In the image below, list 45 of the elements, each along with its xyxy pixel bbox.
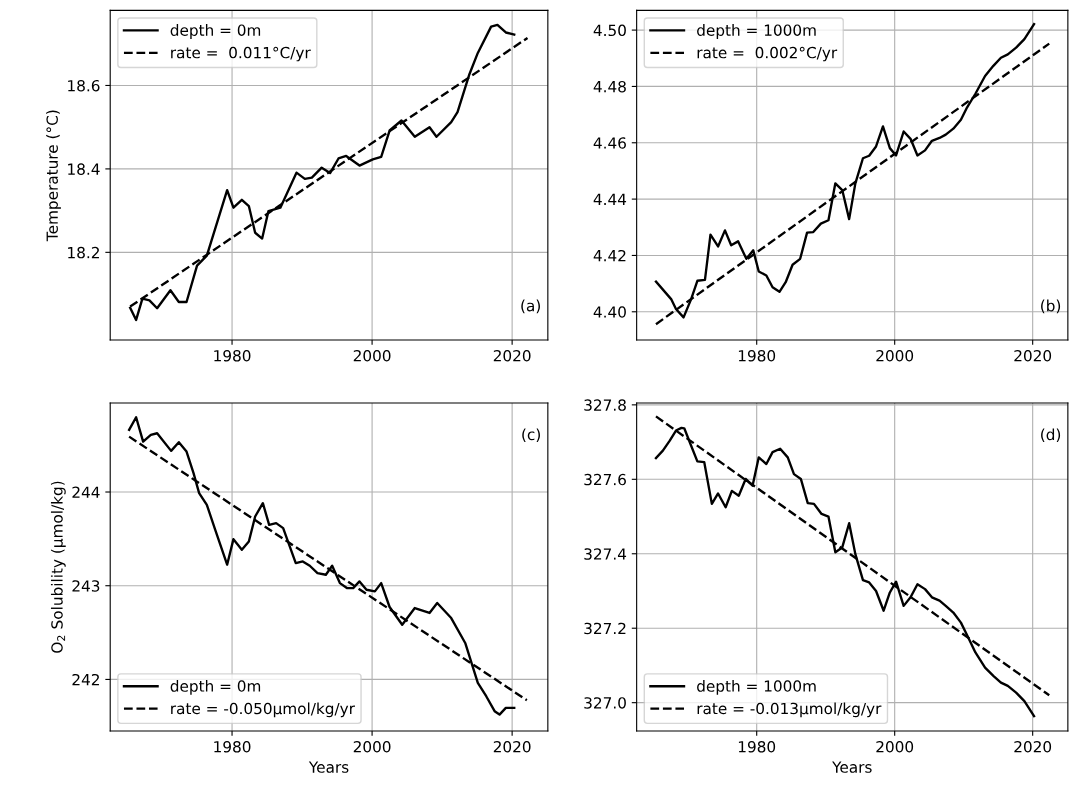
y-tick-label: 4.48 — [593, 80, 626, 93]
annotation: (b) — [1041, 299, 1061, 314]
legend-label: rate = 0.002°C/yr — [697, 46, 838, 62]
y-tick-label: 327.6 — [584, 473, 626, 486]
x-tick-label: 1980 — [214, 349, 251, 362]
x-tick-label: 2000 — [353, 349, 391, 362]
legend-label: rate = -0.050μmol/kg/yr — [171, 702, 355, 718]
x-tick-label: 2020 — [493, 740, 531, 753]
annotation: (d) — [1041, 428, 1061, 443]
y-tick-label: 4.50 — [593, 24, 626, 37]
x-axis-title: Years — [832, 761, 872, 773]
y-tick-label: 243 — [72, 580, 100, 592]
legend-label: rate = -0.013μmol/kg/yr — [697, 702, 882, 718]
legend-label: depth = 1000m — [697, 24, 816, 39]
y-tick-label: 4.42 — [593, 249, 626, 262]
y-tick-label: 327.8 — [584, 399, 626, 411]
x-axis-title: Years — [308, 761, 349, 773]
x-tick-label: 2000 — [876, 349, 914, 362]
legend-label: depth = 1000m — [697, 680, 816, 695]
y-tick-label: 4.40 — [593, 306, 626, 318]
annotation: (a) — [521, 299, 540, 314]
legend-label: rate = 0.011°C/yr — [171, 46, 311, 62]
y-tick-label: 242 — [72, 673, 99, 686]
y-axis-title: Temperature (°C) — [46, 110, 61, 242]
y-tick-label: 4.44 — [593, 193, 627, 205]
y-tick-label: 244 — [72, 486, 100, 498]
x-tick-label: 1980 — [738, 349, 776, 362]
y-tick-label: 18.4 — [68, 163, 100, 175]
y-tick-label: 18.2 — [68, 246, 99, 259]
x-tick-label: 2020 — [1014, 740, 1052, 753]
legend-label: depth = 0m — [170, 680, 261, 695]
y-tick-label: 327.2 — [584, 622, 626, 635]
y-tick-label: 327.4 — [584, 548, 627, 560]
x-tick-label: 2000 — [353, 740, 391, 753]
x-tick-label: 2000 — [876, 740, 914, 753]
x-tick-label: 2020 — [1014, 349, 1052, 362]
x-tick-label: 1980 — [738, 740, 776, 753]
y-axis-title: O$_{2}$ Solubility (μmol/kg) — [50, 481, 66, 653]
y-tick-label: 4.46 — [593, 137, 626, 149]
y-tick-label: 327.0 — [584, 697, 626, 709]
y-tick-label: 18.6 — [68, 79, 100, 92]
annotation: (c) — [522, 428, 540, 443]
legend-label: depth = 0m — [170, 24, 261, 39]
x-tick-label: 2020 — [493, 349, 531, 362]
x-tick-label: 1980 — [214, 740, 251, 753]
